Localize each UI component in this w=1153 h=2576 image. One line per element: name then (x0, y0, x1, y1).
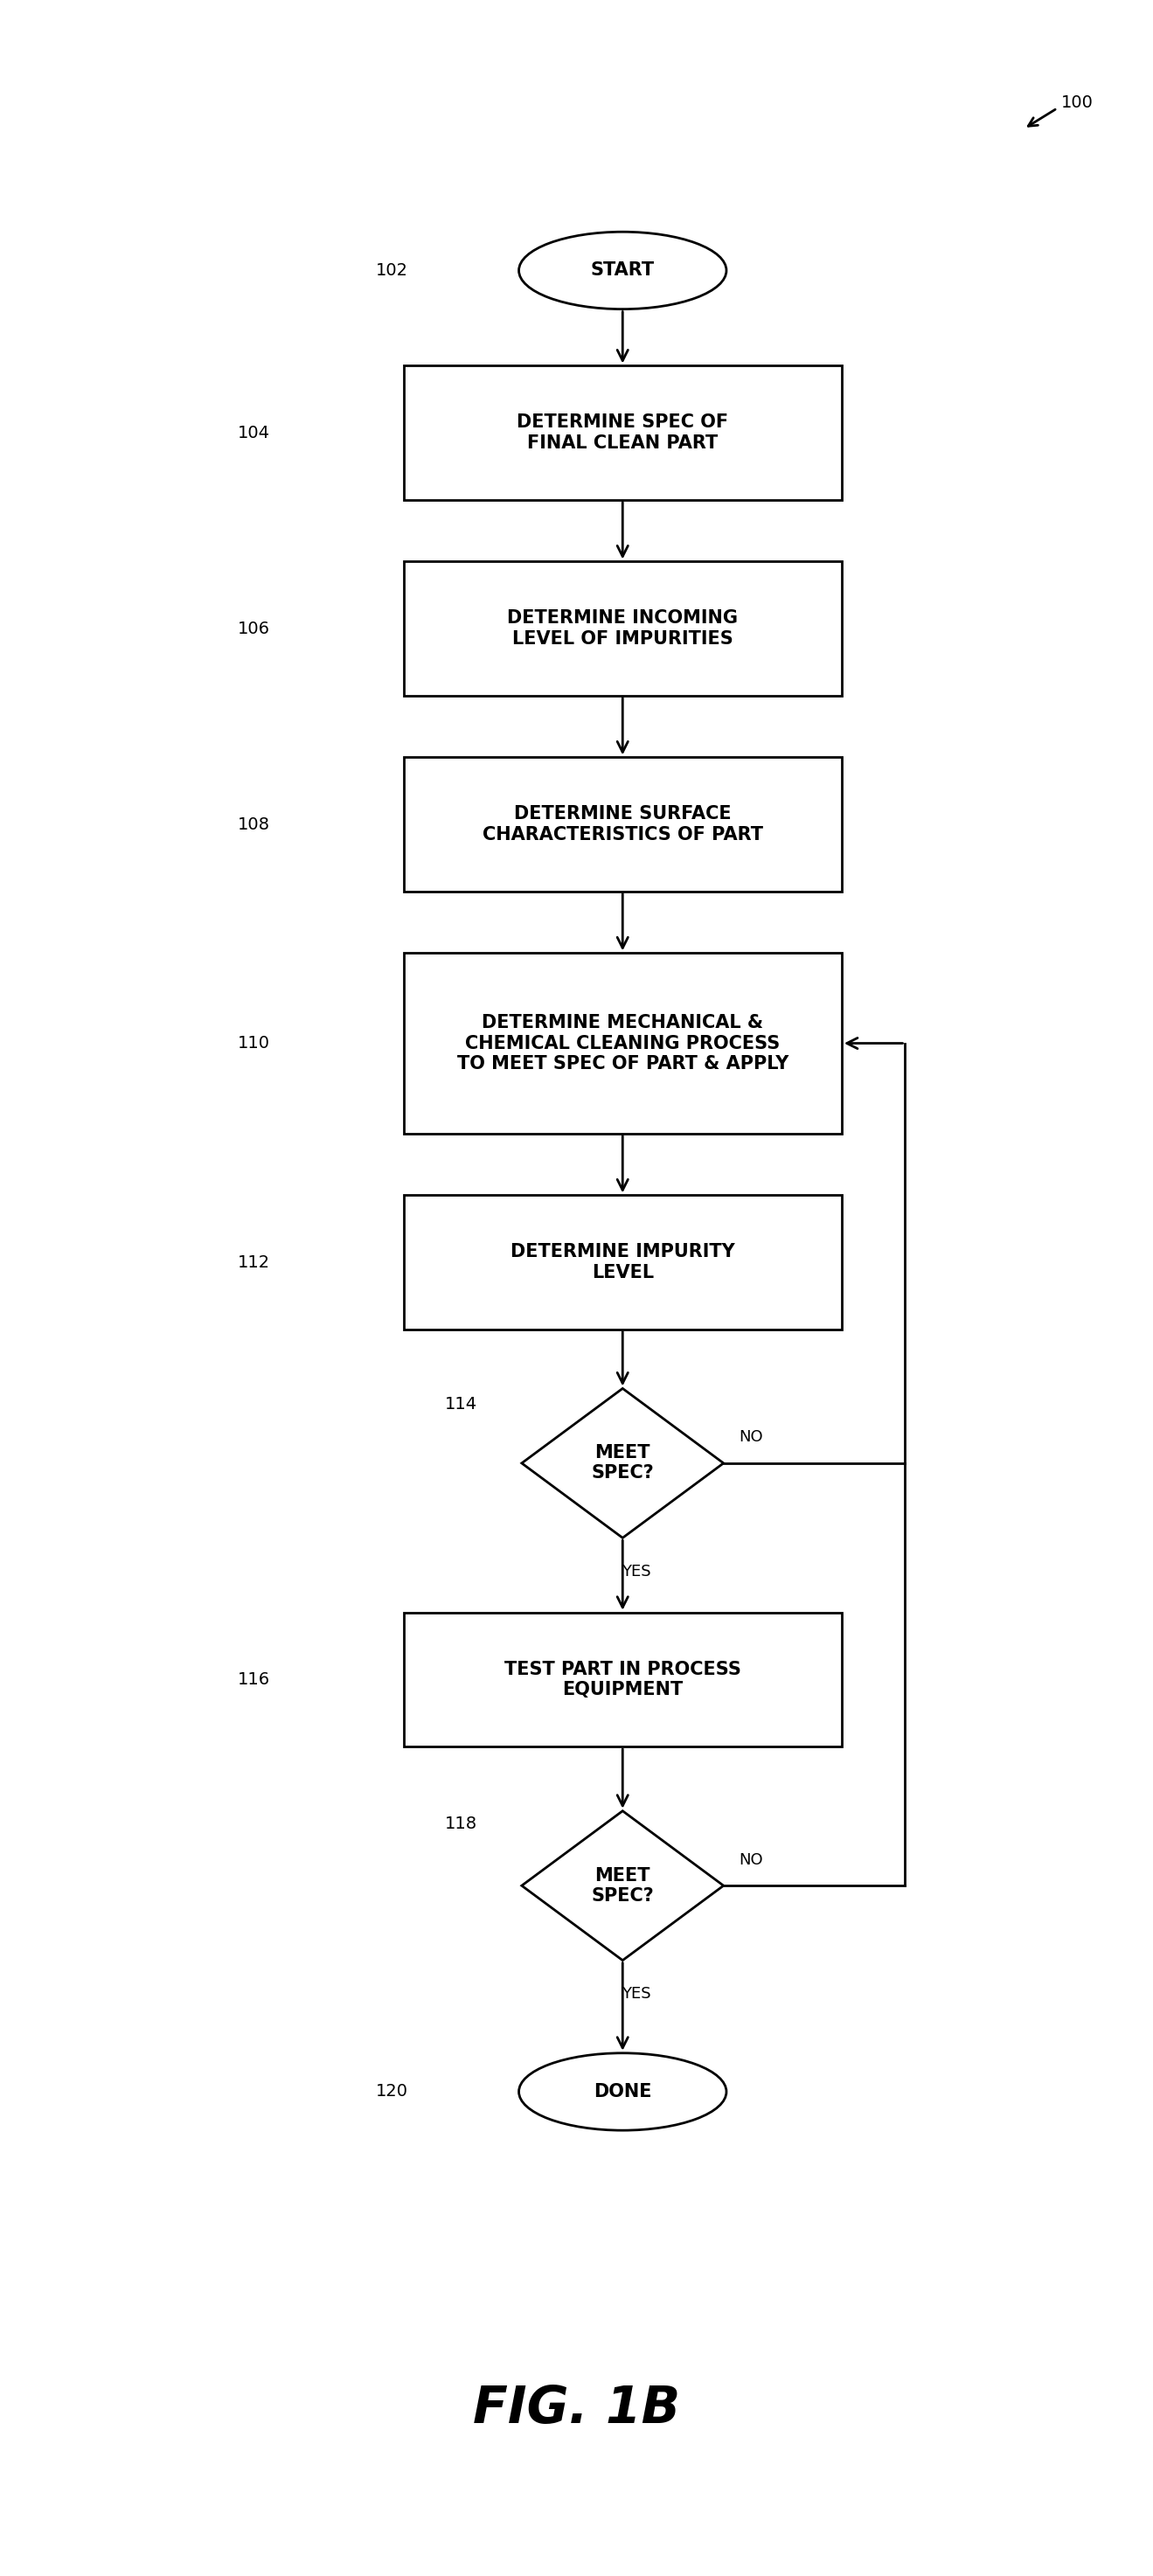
Text: START: START (590, 263, 655, 278)
FancyBboxPatch shape (404, 1195, 842, 1329)
FancyBboxPatch shape (404, 757, 842, 891)
Text: 100: 100 (1061, 95, 1093, 111)
Ellipse shape (519, 2053, 726, 2130)
Text: YES: YES (621, 1986, 651, 2002)
Text: TEST PART IN PROCESS
EQUIPMENT: TEST PART IN PROCESS EQUIPMENT (504, 1662, 741, 1698)
Text: DETERMINE SPEC OF
FINAL CLEAN PART: DETERMINE SPEC OF FINAL CLEAN PART (517, 415, 729, 451)
Text: DETERMINE INCOMING
LEVEL OF IMPURITIES: DETERMINE INCOMING LEVEL OF IMPURITIES (507, 611, 738, 647)
Text: DETERMINE MECHANICAL &
CHEMICAL CLEANING PROCESS
TO MEET SPEC OF PART & APPLY: DETERMINE MECHANICAL & CHEMICAL CLEANING… (457, 1015, 789, 1072)
Text: FIG. 1B: FIG. 1B (473, 2383, 680, 2434)
Text: 120: 120 (376, 2084, 408, 2099)
Text: YES: YES (621, 1564, 651, 1579)
Text: 110: 110 (238, 1036, 270, 1051)
Text: 106: 106 (238, 621, 270, 636)
FancyBboxPatch shape (404, 562, 842, 696)
Text: 104: 104 (238, 425, 270, 440)
Text: 114: 114 (445, 1396, 477, 1412)
FancyBboxPatch shape (404, 366, 842, 500)
Text: 102: 102 (376, 263, 408, 278)
Text: MEET
SPEC?: MEET SPEC? (591, 1868, 654, 1904)
Text: 116: 116 (238, 1672, 270, 1687)
Polygon shape (521, 1811, 724, 1960)
Ellipse shape (519, 232, 726, 309)
Text: 108: 108 (238, 817, 270, 832)
Text: DONE: DONE (594, 2084, 651, 2099)
Text: DETERMINE IMPURITY
LEVEL: DETERMINE IMPURITY LEVEL (511, 1244, 734, 1280)
Polygon shape (521, 1388, 724, 1538)
Text: 112: 112 (238, 1255, 270, 1270)
Text: NO: NO (738, 1430, 762, 1445)
Text: NO: NO (738, 1852, 762, 1868)
Text: DETERMINE SURFACE
CHARACTERISTICS OF PART: DETERMINE SURFACE CHARACTERISTICS OF PAR… (482, 806, 763, 842)
Text: 118: 118 (445, 1816, 477, 1832)
FancyBboxPatch shape (404, 953, 842, 1133)
FancyBboxPatch shape (404, 1613, 842, 1747)
Text: MEET
SPEC?: MEET SPEC? (591, 1445, 654, 1481)
